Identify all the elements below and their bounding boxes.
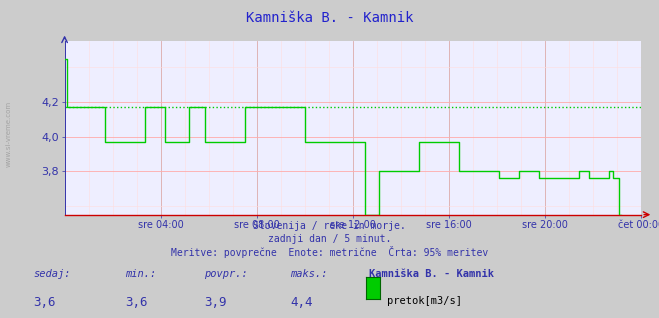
Text: Meritve: povprečne  Enote: metrične  Črta: 95% meritev: Meritve: povprečne Enote: metrične Črta:… [171, 246, 488, 259]
Text: Slovenija / reke in morje.: Slovenija / reke in morje. [253, 221, 406, 231]
Text: 3,9: 3,9 [204, 296, 227, 309]
Text: www.si-vreme.com: www.si-vreme.com [5, 100, 12, 167]
Text: 4,4: 4,4 [290, 296, 312, 309]
Text: min.:: min.: [125, 269, 156, 279]
Text: Kamniška B. - Kamnik: Kamniška B. - Kamnik [369, 269, 494, 279]
Text: maks.:: maks.: [290, 269, 328, 279]
Text: pretok[m3/s]: pretok[m3/s] [387, 296, 462, 306]
Text: 3,6: 3,6 [33, 296, 55, 309]
Text: sedaj:: sedaj: [33, 269, 71, 279]
Text: 3,6: 3,6 [125, 296, 148, 309]
Text: zadnji dan / 5 minut.: zadnji dan / 5 minut. [268, 234, 391, 244]
Text: povpr.:: povpr.: [204, 269, 248, 279]
Text: Kamniška B. - Kamnik: Kamniška B. - Kamnik [246, 11, 413, 25]
